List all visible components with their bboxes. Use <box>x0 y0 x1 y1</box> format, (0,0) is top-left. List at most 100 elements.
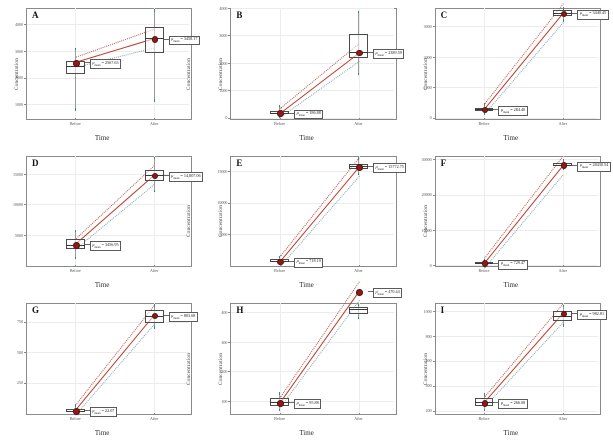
y-tick-label: 0 <box>429 115 432 121</box>
mean-subscript: mean <box>94 245 101 249</box>
y-tick-mark <box>228 341 231 343</box>
mean-subscript: mean <box>503 403 510 407</box>
mu-symbol: μ <box>579 310 582 316</box>
equals-sign: = <box>509 260 514 266</box>
x-tick-label-after: After <box>149 415 159 421</box>
whisker-cap <box>358 157 359 161</box>
y-tick-label: 3000 <box>423 24 432 30</box>
y-gridline <box>435 26 598 27</box>
x-tick-label-after: After <box>354 120 363 126</box>
equals-sign: = <box>588 162 593 168</box>
y-tick-label: 10000 <box>13 202 23 208</box>
mean-value: 729.47 <box>513 260 526 266</box>
y-tick-mark <box>432 410 435 411</box>
annotation-leader <box>84 244 90 245</box>
mean-annotation-before: μmean = 718.10 <box>294 257 324 268</box>
whisker-cap <box>153 156 155 160</box>
x-tick-mark <box>358 265 359 268</box>
x-tick-label-before: Before <box>274 268 286 274</box>
mean-marker-after <box>151 172 159 180</box>
whisker-cap <box>358 316 359 320</box>
x-gridline <box>562 8 564 118</box>
y-tick-label: 0 <box>429 263 432 269</box>
panel-letter: B <box>236 10 243 20</box>
annotation-leader <box>493 262 499 264</box>
mu-symbol: μ <box>92 241 95 247</box>
x-tick-label-before: Before <box>69 415 81 421</box>
y-tick-mark <box>228 117 231 119</box>
mu-symbol: μ <box>92 59 95 65</box>
mu-symbol: μ <box>296 258 299 264</box>
panel-letter: G <box>32 305 40 316</box>
whisker-cap <box>562 19 564 23</box>
y-tick-mark <box>432 56 435 58</box>
mean-value: 2389.59 <box>388 49 402 55</box>
y-gridline <box>231 312 394 313</box>
equals-sign: = <box>304 110 310 116</box>
y-gridline <box>231 341 394 343</box>
mean-marker-before <box>277 400 284 407</box>
x-gridline <box>483 8 485 118</box>
annotation-leader <box>367 166 373 167</box>
x-gridline <box>279 8 281 118</box>
x-tick-label-after: After <box>558 268 568 274</box>
y-tick-label: 1000 <box>423 85 432 90</box>
mean-subscript: mean <box>298 403 305 407</box>
plot-frame <box>434 303 601 415</box>
panel-letter: H <box>236 305 244 316</box>
whisker-cap <box>279 392 280 395</box>
panel-a: 1000 2000 3000 4000 Before After μmean = 2567.… <box>0 0 204 148</box>
mean-value: 15772.75 <box>388 164 404 170</box>
y-tick-mark <box>228 171 231 172</box>
x-axis-title: Time <box>94 281 110 290</box>
y-gridline <box>27 173 190 175</box>
y-gridline <box>27 234 190 236</box>
whisker-cap <box>153 326 155 329</box>
whisker-cap <box>358 72 359 76</box>
x-gridline <box>279 303 281 413</box>
annotation-leader <box>367 291 373 292</box>
panel-c: 0 1000 2000 3000 Before After μmean = 284.40 μm… <box>409 0 613 148</box>
x-gridline <box>279 155 281 266</box>
y-tick-mark <box>228 8 231 9</box>
y-gridline <box>435 194 598 196</box>
x-tick-label-before: Before <box>69 120 81 126</box>
mean-annotation-before: μmean = 186.88 <box>294 109 324 120</box>
mean-annotation-after: μmean = 803.68 <box>168 312 198 322</box>
y-tick-mark <box>432 117 435 119</box>
x-axis-title: Time <box>503 133 519 142</box>
y-tick-label: 10000 <box>421 227 432 233</box>
whisker-line <box>153 10 155 101</box>
y-gridline <box>435 410 598 411</box>
y-tick-mark <box>228 401 231 402</box>
mean-value: 14,807.06 <box>183 172 201 178</box>
y-gridline <box>231 90 394 91</box>
x-tick-mark <box>75 117 76 120</box>
mean-value: 2567.63 <box>104 59 119 65</box>
y-gridline <box>435 87 598 88</box>
x-axis-title: Time <box>503 429 519 437</box>
whisker-cap <box>562 324 564 328</box>
y-tick-mark <box>24 382 26 384</box>
mean-value: 982.81 <box>592 310 605 316</box>
whisker-cap <box>562 7 564 10</box>
annotation-leader <box>367 52 373 53</box>
mean-annotation-before: μmean = 22.07 <box>89 407 117 418</box>
mean-subscript: mean <box>503 110 510 114</box>
panel-b: 0 1000 2000 3000 4000 Before After μmean = 186.… <box>204 0 408 148</box>
mu-symbol: μ <box>500 260 504 266</box>
y-tick-mark <box>432 229 435 231</box>
x-gridline <box>75 303 76 413</box>
y-tick-mark <box>228 371 231 372</box>
annotation-leader <box>289 402 295 403</box>
x-axis-title: Time <box>94 429 110 437</box>
x-gridline <box>75 155 76 266</box>
mean-marker-before <box>73 60 80 67</box>
mean-subscript: mean <box>298 262 305 266</box>
y-tick-mark <box>432 360 435 362</box>
x-gridline <box>154 303 155 413</box>
x-gridline <box>483 303 485 413</box>
whisker-cap <box>153 304 155 308</box>
panel-e: 5000 10000 15000 Before After μmean = 718.10 μ… <box>204 148 408 296</box>
x-gridline <box>154 155 155 266</box>
